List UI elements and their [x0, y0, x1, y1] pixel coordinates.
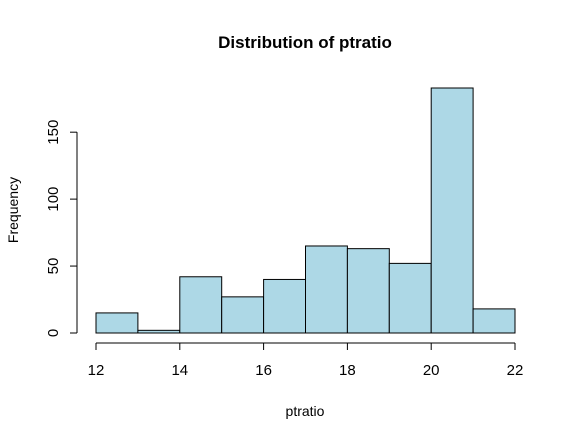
histogram-bar-21-22: [473, 309, 515, 333]
y-axis: 0 50 100 150: [45, 120, 77, 338]
x-tick-label-14: 14: [171, 362, 188, 379]
y-tick-label-0: 0: [45, 329, 62, 337]
histogram-bar-16-17: [264, 279, 306, 333]
histogram-bar-13-14: [138, 330, 180, 333]
histogram-bar-12-13: [96, 313, 138, 333]
x-axis: 12 14 16 18 20 22: [88, 343, 524, 379]
histogram-bar-15-16: [222, 297, 264, 333]
histogram-bar-17-18: [306, 246, 348, 333]
histogram-bar-14-15: [180, 277, 222, 333]
chart-title: Distribution of ptratio: [218, 33, 392, 52]
x-tick-label-12: 12: [88, 362, 105, 379]
y-tick-label-50: 50: [45, 258, 62, 275]
y-axis-label: Frequency: [5, 177, 21, 243]
histogram-bar-20-21: [431, 88, 473, 333]
x-axis-label: ptratio: [286, 403, 325, 419]
x-tick-label-20: 20: [423, 362, 440, 379]
x-tick-label-22: 22: [507, 362, 524, 379]
y-tick-label-100: 100: [45, 187, 62, 212]
histogram-bar-18-19: [347, 249, 389, 333]
bars-group: [96, 88, 515, 333]
x-tick-label-16: 16: [255, 362, 272, 379]
histogram-bar-19-20: [389, 263, 431, 333]
y-tick-label-150: 150: [45, 120, 62, 145]
x-tick-label-18: 18: [339, 362, 356, 379]
